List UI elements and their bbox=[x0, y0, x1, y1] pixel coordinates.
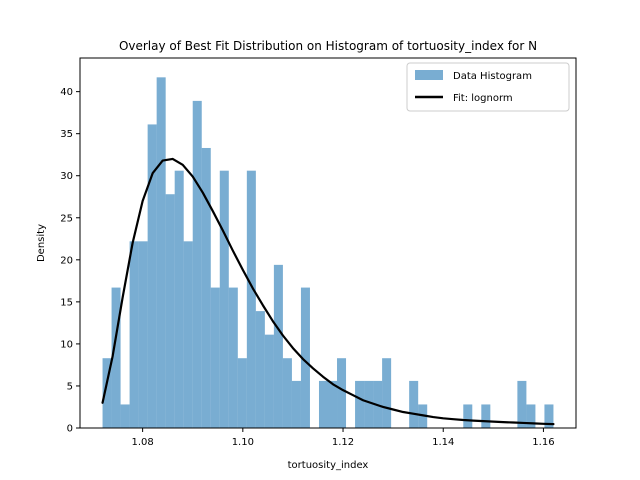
histogram-bar bbox=[463, 404, 473, 428]
y-axis-label: Density bbox=[36, 224, 47, 262]
histogram-bar bbox=[517, 380, 527, 428]
y-tick-label: 40 bbox=[60, 87, 73, 98]
histogram-bar bbox=[228, 287, 238, 428]
histogram-bar bbox=[237, 358, 247, 428]
histogram-bar bbox=[544, 404, 554, 428]
y-axis-ticks: 0 5 10 15 20 25 30 35 40 bbox=[60, 87, 80, 435]
y-tick-label: 5 bbox=[67, 381, 73, 392]
histogram-bar bbox=[138, 241, 148, 428]
histogram-bar bbox=[147, 124, 157, 428]
plot-frame bbox=[79, 57, 577, 429]
histogram-bar bbox=[255, 311, 265, 428]
histogram-bar bbox=[291, 380, 301, 428]
histogram-bar bbox=[174, 170, 184, 428]
histogram-bar bbox=[201, 147, 211, 428]
histogram-bar bbox=[318, 380, 328, 428]
legend-label-fit: Fit: lognorm bbox=[453, 93, 513, 104]
histogram-bar bbox=[409, 380, 419, 428]
histogram-bar bbox=[183, 241, 193, 428]
histogram-bar bbox=[355, 380, 365, 428]
histogram-bar bbox=[111, 287, 121, 428]
legend: Data Histogram Fit: lognorm bbox=[406, 62, 570, 112]
histogram-bar bbox=[526, 404, 536, 428]
histogram-bar bbox=[264, 334, 274, 428]
histogram-bar bbox=[300, 287, 310, 428]
x-tick-label: 1.10 bbox=[232, 437, 254, 448]
x-tick-label: 1.14 bbox=[432, 437, 454, 448]
y-tick-label: 30 bbox=[60, 171, 73, 182]
histogram-bar bbox=[165, 194, 175, 428]
histogram-bar bbox=[382, 358, 392, 428]
histogram-bar bbox=[364, 380, 374, 428]
fit-curve-layer bbox=[101, 157, 555, 426]
histogram-bar bbox=[328, 380, 338, 428]
chart-title: Overlay of Best Fit Distribution on Hist… bbox=[119, 39, 537, 53]
x-tick-label: 1.08 bbox=[131, 437, 153, 448]
histogram-bar bbox=[337, 358, 347, 428]
histogram-bar bbox=[246, 170, 256, 428]
histogram-bar bbox=[156, 77, 166, 428]
histogram-bar bbox=[273, 264, 283, 428]
histogram-bar bbox=[102, 358, 112, 428]
histogram-bar bbox=[282, 358, 292, 428]
legend-box bbox=[406, 62, 570, 112]
y-tick-label: 25 bbox=[60, 213, 73, 224]
x-axis-ticks: 1.08 1.10 1.12 1.14 1.16 bbox=[131, 428, 555, 448]
y-tick-label: 0 bbox=[67, 424, 73, 435]
histogram-bar bbox=[129, 241, 139, 428]
legend-swatch-histogram bbox=[415, 70, 443, 80]
y-tick-label: 15 bbox=[60, 297, 73, 308]
y-tick-label: 20 bbox=[60, 255, 73, 266]
x-tick-label: 1.12 bbox=[332, 437, 354, 448]
x-tick-label: 1.16 bbox=[532, 437, 554, 448]
legend-label-histogram: Data Histogram bbox=[453, 71, 532, 82]
histogram-bar bbox=[219, 170, 229, 428]
histogram-bars bbox=[102, 77, 554, 429]
histogram-bar bbox=[210, 287, 220, 428]
histogram-bar bbox=[192, 100, 202, 429]
y-tick-label: 35 bbox=[60, 129, 73, 140]
histogram-bar bbox=[481, 404, 491, 428]
fit-curve-line bbox=[101, 157, 555, 426]
x-axis-label: tortuosity_index bbox=[288, 460, 369, 471]
y-tick-label: 10 bbox=[60, 339, 73, 350]
histogram-bar bbox=[120, 404, 130, 428]
